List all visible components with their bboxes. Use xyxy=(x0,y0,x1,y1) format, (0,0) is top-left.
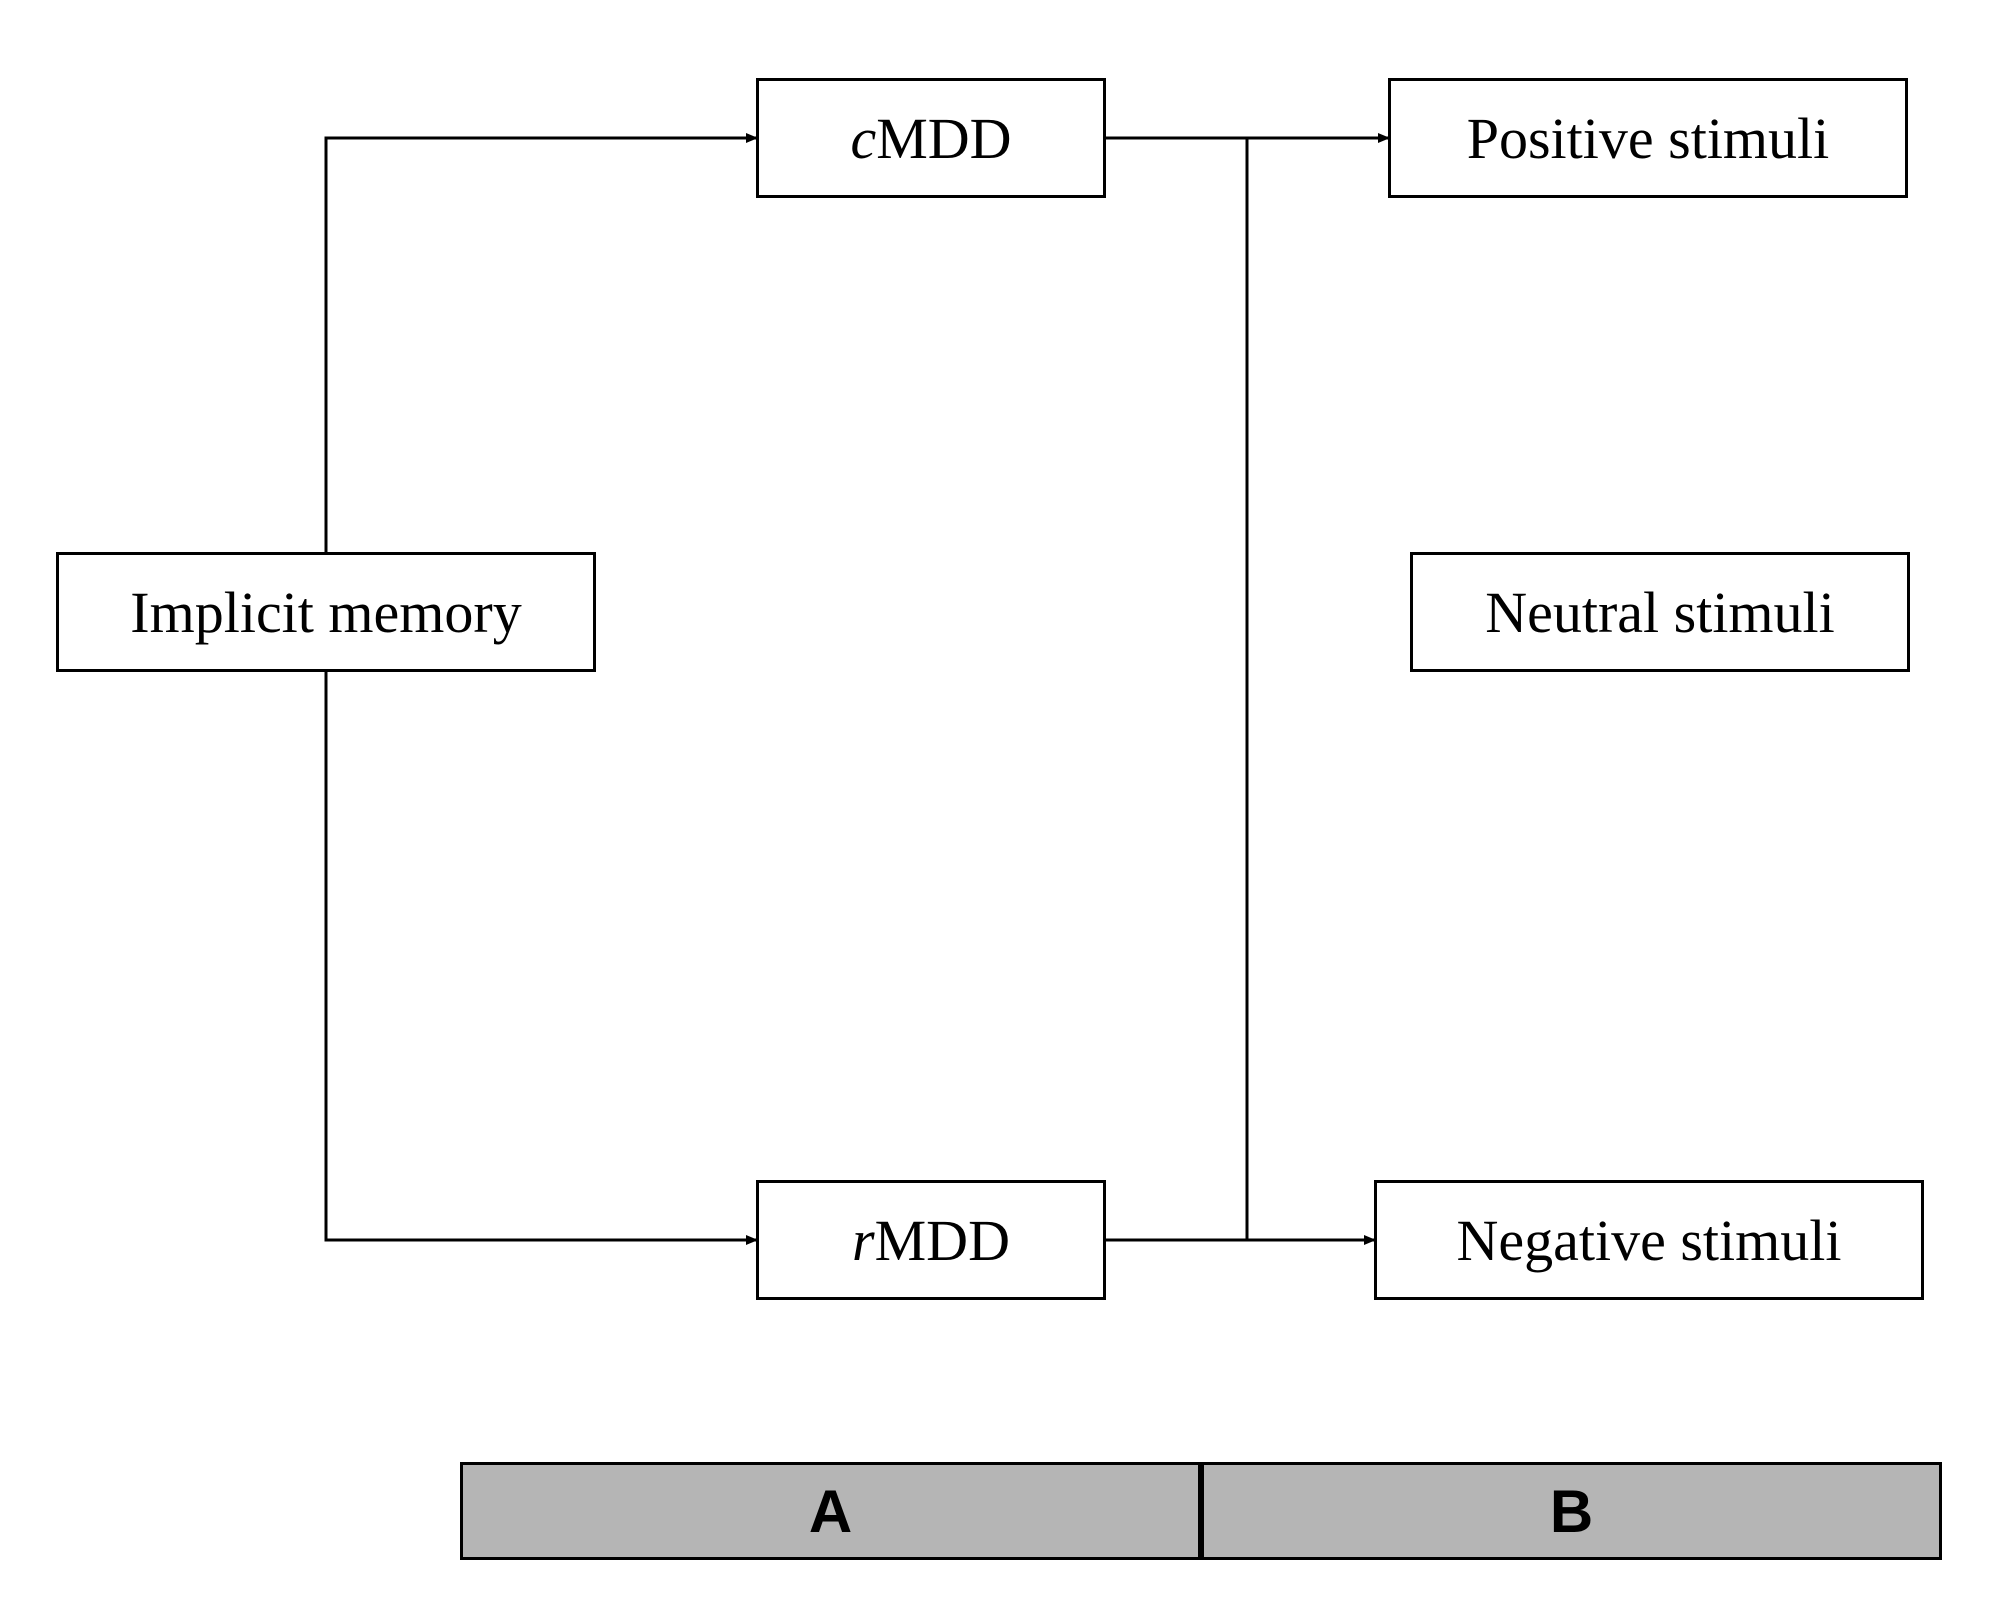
node-positive-stimuli: Positive stimuli xyxy=(1388,78,1908,198)
legend-cell-a: A xyxy=(460,1462,1201,1560)
legend-label: B xyxy=(1550,1477,1593,1546)
node-label: Implicit memory xyxy=(130,579,521,646)
node-label: rMDD xyxy=(852,1207,1010,1274)
edge-implicit-to-rmdd xyxy=(326,672,756,1240)
legend-label: A xyxy=(809,1477,852,1546)
node-label: Positive stimuli xyxy=(1467,105,1830,172)
node-cmdd: cMDD xyxy=(756,78,1106,198)
node-label-rest: MDD xyxy=(875,1208,1010,1273)
node-label-prefix: r xyxy=(852,1208,875,1273)
node-neutral-stimuli: Neutral stimuli xyxy=(1410,552,1910,672)
node-negative-stimuli: Negative stimuli xyxy=(1374,1180,1924,1300)
edge-implicit-to-cmdd xyxy=(326,138,756,552)
node-implicit-memory: Implicit memory xyxy=(56,552,596,672)
legend-cell-b: B xyxy=(1201,1462,1942,1560)
node-rmdd: rMDD xyxy=(756,1180,1106,1300)
edges-layer xyxy=(0,0,1995,1616)
diagram-canvas: Implicit memory cMDD rMDD Positive stimu… xyxy=(0,0,1995,1616)
node-label: cMDD xyxy=(850,105,1011,172)
node-label: Negative stimuli xyxy=(1457,1207,1842,1274)
node-label-prefix: c xyxy=(850,106,876,171)
node-label: Neutral stimuli xyxy=(1485,579,1835,646)
node-label-rest: MDD xyxy=(876,106,1011,171)
